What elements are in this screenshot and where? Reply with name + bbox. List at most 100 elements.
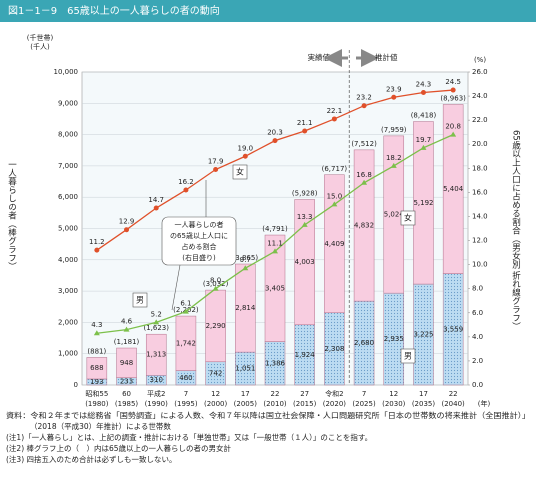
line-value-label: 11.2	[89, 238, 105, 246]
line-value-label: 21.1	[297, 119, 313, 127]
line-value-label: 19.0	[238, 144, 254, 152]
line-value-label: 19.7	[416, 136, 432, 144]
x-tick-label: (2010)	[263, 400, 287, 408]
y2-tick-label: 14.0	[472, 212, 488, 220]
bar-segment	[145, 333, 167, 376]
bar-segment	[324, 174, 345, 314]
x-tick-label: 12	[389, 390, 398, 398]
bar-segment	[86, 357, 108, 380]
bar-value-label: 460	[179, 374, 192, 382]
line-value-label: 23.2	[356, 94, 372, 102]
bar-value-label: 1,742	[176, 339, 196, 347]
x-tick-label: (1985)	[115, 400, 139, 408]
line-value-label: 5.2	[151, 310, 162, 318]
bar-segment	[175, 315, 197, 371]
x-tick-label: (1995)	[174, 400, 198, 408]
bar-value-label: 2,308	[324, 345, 344, 353]
y2-tick-label: 2.0	[472, 357, 483, 365]
note: （2018（平成30）年推計）による世帯数	[30, 421, 171, 431]
bar-value-label: 4,409	[324, 240, 344, 248]
series-tag-label: 女	[236, 167, 244, 177]
y-tick-label: 2,000	[58, 318, 78, 326]
bar-value-label: 3,225	[413, 331, 433, 339]
line-value-label: 13.3	[297, 213, 313, 221]
line-value-label: 4.3	[91, 321, 102, 329]
line-value-label: 8.0	[210, 277, 221, 285]
bar-segment	[294, 199, 315, 326]
total-label: (881)	[87, 347, 106, 355]
marker	[302, 128, 308, 134]
x-tick-label: (2040)	[442, 400, 466, 408]
note: (注2) 棒グラフ上の（ ）内は65歳以上の一人暮らしの者の男女計	[6, 443, 232, 453]
y-tick-label: 1,000	[58, 350, 78, 358]
y2-tick-label: 4.0	[472, 333, 483, 341]
bar-segment	[264, 234, 286, 342]
chart-title: 図1－1－9 65歳以上の一人暮らしの者の動向	[8, 4, 220, 17]
y2-tick-label: 6.0	[472, 309, 483, 317]
x-tick-label: 7	[184, 390, 188, 398]
y2-tick-label: 10.0	[472, 261, 488, 269]
y2-tick-label: 18.0	[472, 164, 488, 172]
marker	[213, 167, 219, 173]
bar-value-label: 1,924	[295, 351, 316, 359]
bar-value-label: 742	[209, 369, 222, 377]
marker	[153, 319, 160, 325]
bar-value-label: 4,003	[295, 258, 315, 266]
bar-value-label: 233	[120, 377, 133, 385]
total-label: (5,928)	[292, 189, 318, 197]
y2-tick-label: 22.0	[472, 116, 488, 124]
annotation-pointer	[171, 264, 181, 311]
y-label: 一人暮らしの者（棒グラフ）	[7, 160, 17, 271]
total-label: (3,865)	[233, 254, 259, 262]
marker	[331, 201, 338, 207]
line-value-label: 11.1	[267, 239, 283, 247]
x-tick-label: (2000)	[204, 400, 228, 408]
line-value-label: 20.3	[267, 129, 283, 137]
x-unit: (年)	[478, 399, 491, 408]
marker	[212, 285, 219, 291]
bar-value-label: 5,404	[443, 185, 464, 193]
line-value-label: 16.2	[178, 178, 194, 186]
total-label: (4,791)	[262, 225, 288, 233]
marker	[93, 330, 100, 336]
x-tick-label: 昭和55	[85, 389, 108, 398]
line-value-label: 17.9	[208, 158, 224, 166]
series-tag	[400, 348, 416, 364]
line-value-label: 9.7	[240, 256, 251, 264]
period-label: 実績値	[308, 52, 331, 62]
y-unit: (千人)	[30, 42, 50, 51]
x-tick-label: (1980)	[85, 400, 109, 408]
series-tag	[232, 164, 248, 180]
x-tick-label: 令和2	[325, 389, 343, 398]
title-bar	[0, 0, 536, 22]
marker	[301, 221, 308, 227]
bar-value-label: 193	[90, 378, 103, 386]
marker	[183, 187, 189, 193]
series-tag	[400, 210, 416, 226]
bar-segment	[442, 104, 464, 274]
x-tick-label: (1990)	[145, 400, 169, 408]
bar-value-label: 2,680	[354, 339, 374, 347]
marker	[182, 308, 189, 314]
note: (注1)「一人暮らし」とは、上記の調査・推計における「単独世帯」又は「一般世帯（…	[6, 432, 372, 442]
y2-tick-label: 26.0	[472, 68, 488, 76]
x-tick-label: 22	[449, 390, 458, 398]
y-tick-label: 5,000	[58, 225, 78, 233]
note: 資料：令和２年までは総務省「国勢調査」による人数、令和７年以降は国立社会保障・人…	[6, 410, 530, 420]
bar-value-label: 1,313	[146, 351, 166, 359]
x-tick-label: 平成2	[147, 389, 165, 398]
bar-value-label: 4,832	[354, 221, 374, 229]
x-tick-label: (2025)	[352, 400, 376, 408]
annotation: (右目盛り)	[182, 253, 216, 262]
line-value-label: 23.9	[386, 85, 402, 93]
bar-value-label: 2,290	[206, 322, 226, 330]
x-tick-label: 27	[300, 390, 309, 398]
annotation: 占める割合	[182, 242, 217, 251]
total-label: (7,959)	[381, 126, 407, 134]
y-tick-label: 6,000	[58, 193, 78, 201]
line-value-label: 16.8	[356, 171, 372, 179]
x-tick-label: 7	[362, 390, 366, 398]
x-tick-label: (2005)	[234, 400, 258, 408]
total-label: (7,512)	[351, 140, 377, 148]
series-tag-label: 男	[404, 352, 412, 361]
